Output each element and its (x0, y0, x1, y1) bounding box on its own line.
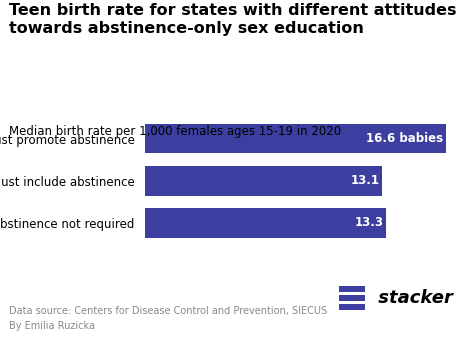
Text: 16.6 babies: 16.6 babies (366, 132, 443, 145)
Bar (145, 166, 383, 196)
Text: Teen birth rate for states with different attitudes
towards abstinence-only sex : Teen birth rate for states with differen… (9, 3, 457, 37)
Text: 13.1: 13.1 (351, 174, 380, 187)
Text: Median birth rate per 1,000 females ages 15-19 in 2020: Median birth rate per 1,000 females ages… (9, 125, 342, 138)
Text: 13.3: 13.3 (354, 216, 383, 230)
Bar (145, 124, 446, 153)
Bar (145, 208, 386, 238)
Text: stacker: stacker (372, 289, 453, 307)
Text: Data source: Centers for Disease Control and Prevention, SIECUS
By Emilia Ruzick: Data source: Centers for Disease Control… (9, 307, 328, 331)
